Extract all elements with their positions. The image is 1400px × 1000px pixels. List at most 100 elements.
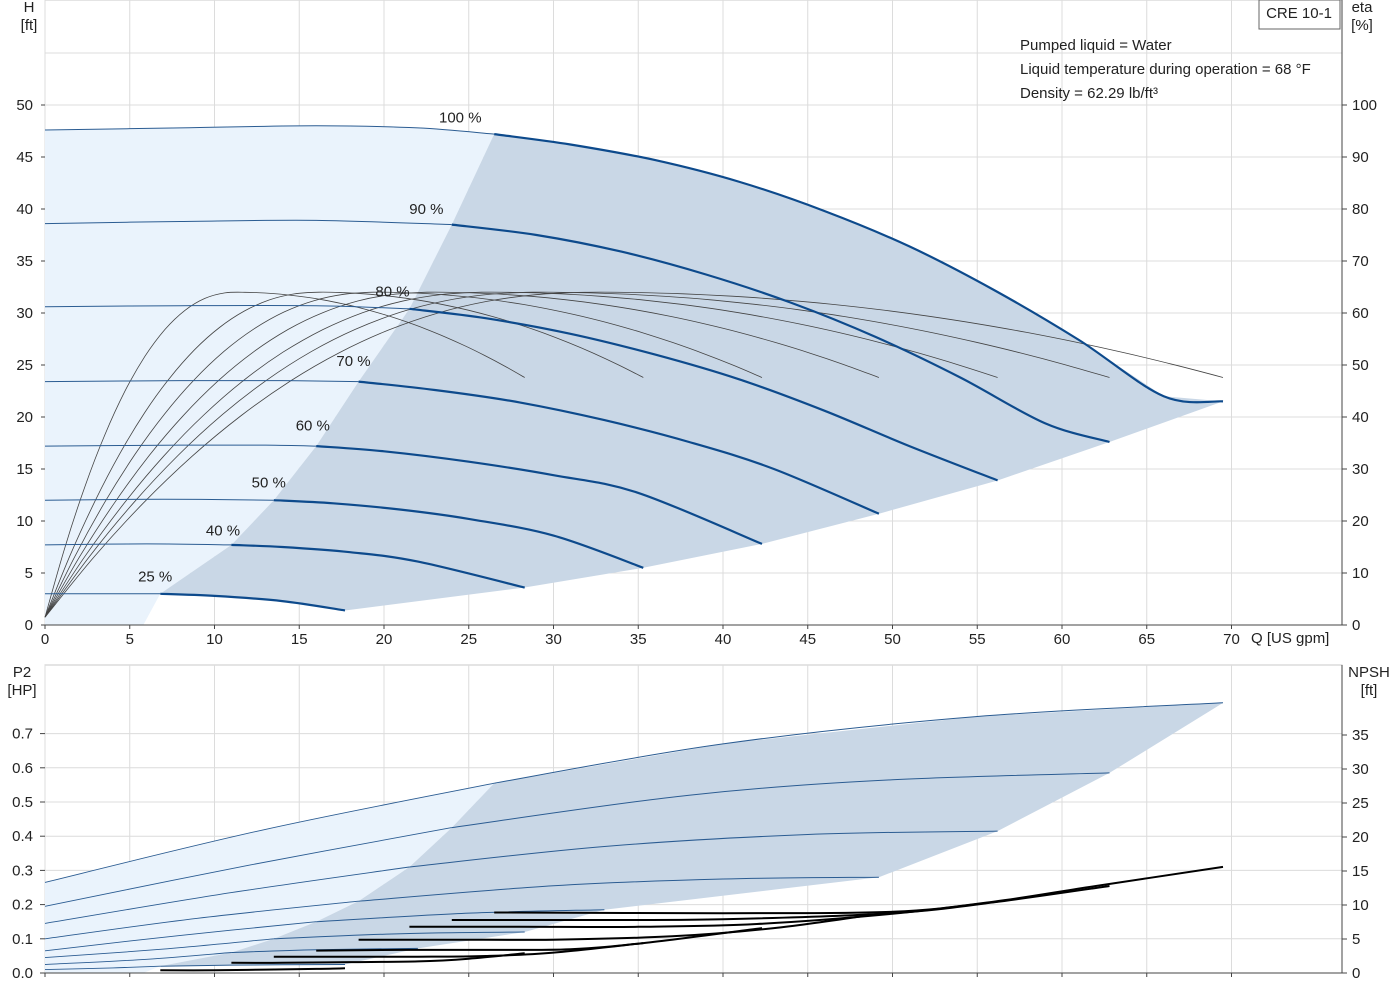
h-axis-label: H [24,0,35,16]
head-curve [160,592,346,612]
h-tick-label: 30 [16,305,33,322]
h-tick-label: 5 [25,565,33,582]
p2-axis-unit: [HP] [7,682,36,699]
power-curve-light [44,965,161,971]
annotation-density: Density = 62.29 lb/ft³ [1020,85,1158,102]
npsh-tick-label: 0 [1352,965,1360,982]
series-label: 80 % [375,283,409,300]
x-tick-label: 70 [1223,631,1240,648]
series-label: 40 % [206,523,240,540]
eta-curve [44,291,525,618]
p2-tick-label: 0.0 [12,965,33,982]
h-tick-label: 0 [25,617,33,634]
x-tick-label: 15 [291,631,308,648]
annotation-temperature: Liquid temperature during operation = 68… [1020,61,1311,78]
power-operating-area [160,702,1224,967]
series-label: 90 % [409,201,443,218]
eta-tick-label: 70 [1352,253,1369,270]
title-box [1258,0,1341,30]
top-areas [45,125,1224,626]
p2-axis-label: P2 [13,664,31,681]
low-efficiency-area [45,125,495,626]
npsh-curve [231,952,525,964]
top-ticks: 0 5 10 15 20 25 30 35 40 45 50 55 60 65 70 0 5 10 15 20 25 30… [16,97,1377,648]
npsh-curves [160,865,1224,972]
x-tick-label: 55 [969,631,986,648]
npsh-curve [160,967,346,972]
head-curve-light [44,379,359,383]
power-low-area [45,783,495,973]
series-labels: 100 % 90 % 80 % 70 % 60 % 50 % 40 % 25 % [138,110,481,586]
eta-tick-label: 60 [1352,305,1369,322]
power-curve-light [44,952,232,965]
eta-tick-label: 80 [1352,201,1369,218]
h-tick-label: 50 [16,97,33,114]
npsh-tick-label: 5 [1352,931,1360,948]
series-label: 50 % [252,475,286,492]
p2-tick-label: 0.3 [12,862,33,879]
h-tick-label: 15 [16,461,33,478]
h-axis-unit: [ft] [21,17,38,34]
power-curve [409,830,998,868]
eta-curve [44,291,644,618]
p2-tick-label: 0.1 [12,931,33,948]
x-tick-label: 45 [799,631,816,648]
npsh-tick-label: 15 [1352,863,1369,880]
head-curve [409,307,998,482]
eta-tick-label: 10 [1352,565,1369,582]
x-tick-label: 0 [41,631,49,648]
series-label: 100 % [439,110,482,127]
npsh-curve [409,900,998,928]
power-curve-light [44,827,452,907]
head-curve [273,499,644,569]
chart-title: CRE 10-1 [1266,5,1332,22]
eta-tick-label: 90 [1352,149,1369,166]
power-curve [358,876,879,902]
x-tick-label: 40 [715,631,732,648]
head-curve-light [44,498,274,501]
head-curve [316,445,763,545]
x-tick-label: 65 [1138,631,1155,648]
power-curve-light [44,866,410,924]
power-curve-light [44,782,495,883]
h-tick-label: 45 [16,149,33,166]
head-curve [494,133,1224,404]
eta-curve [44,291,1224,618]
x-axis-label: Q [US gpm] [1251,630,1329,647]
power-curves [44,702,1224,971]
head-curve-light [44,219,452,226]
x-tick-label: 20 [376,631,393,648]
eta-tick-label: 30 [1352,461,1369,478]
x-tick-label: 10 [206,631,223,648]
power-curve [273,931,525,940]
npsh-tick-label: 25 [1352,795,1369,812]
power-curve-light [44,921,317,952]
eta-tick-label: 20 [1352,513,1369,530]
eta-curves [44,291,1224,618]
x-tick-label: 5 [126,631,134,648]
h-tick-label: 40 [16,201,33,218]
x-tick-label: 60 [1054,631,1071,648]
head-curve-light [44,543,232,546]
npsh-curve [316,927,763,952]
bottom-ticks: 0.0 0.1 0.2 0.3 0.4 0.5 0.6 0.7 0 5 10 15 20 25 30 35 [12,726,1369,982]
head-curve [451,223,1110,444]
series-label: 60 % [296,418,330,435]
power-curve [451,772,1110,829]
npsh-tick-label: 35 [1352,727,1369,744]
power-curve-light [44,900,359,940]
npsh-curve [451,885,1110,922]
x-tick-label: 25 [460,631,477,648]
npsh-tick-label: 30 [1352,761,1369,778]
h-tick-label: 25 [16,357,33,374]
eta-tick-label: 0 [1352,617,1360,634]
bottom-areas [45,702,1224,973]
operating-area [160,134,1224,611]
head-curve-light [44,125,495,135]
power-curve [494,702,1224,784]
h-tick-label: 20 [16,409,33,426]
eta-tick-label: 40 [1352,409,1369,426]
power-curve [160,964,346,967]
npsh-tick-label: 10 [1352,897,1369,914]
